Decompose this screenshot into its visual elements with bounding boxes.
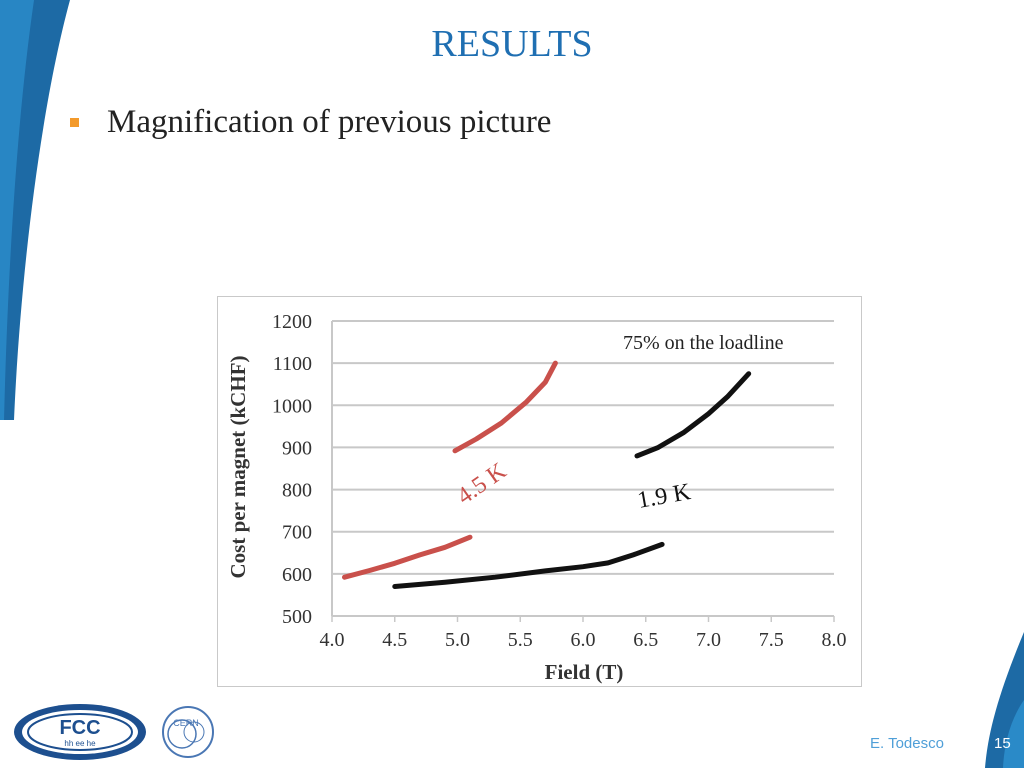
y-tick-label: 600 xyxy=(282,564,312,586)
x-tick-label: 6.0 xyxy=(571,629,596,651)
series-line-4-5k-segment-2 xyxy=(452,360,558,454)
y-tick-label: 500 xyxy=(282,606,312,628)
y-tick-label: 700 xyxy=(282,522,312,544)
y-tick-label: 800 xyxy=(282,480,312,502)
fcc-logo-text: FCC xyxy=(59,717,100,739)
x-tick-label: 4.0 xyxy=(320,629,345,651)
y-tick-label: 900 xyxy=(282,437,312,459)
y-tick-label: 1000 xyxy=(272,395,312,417)
bullet-item: Magnification of previous picture xyxy=(70,104,551,141)
series xyxy=(342,360,752,589)
chart-frame: 500 600 700 800 900 1000 1100 1200 4.0 4.5 5.0 5.5 6… xyxy=(217,296,862,687)
bullet-text: Magnification of previous picture xyxy=(107,104,552,140)
chart-annotation: 75% on the loadline xyxy=(623,332,784,354)
gridlines xyxy=(332,320,834,617)
series-label-4-5k: 4.5 K xyxy=(453,458,512,510)
y-tick-label: 1200 xyxy=(272,311,312,333)
fcc-logo-subtext: hh ee he xyxy=(64,739,96,748)
series-line-1-9k-segment-2 xyxy=(634,371,752,459)
x-axis-label: Field (T) xyxy=(545,660,624,684)
y-tick-label: 1100 xyxy=(273,353,312,375)
cern-logo: CERN xyxy=(162,706,214,758)
x-tick-label: 5.5 xyxy=(508,629,533,651)
x-tick-label: 4.5 xyxy=(382,629,407,651)
fcc-logo: FCC hh ee he xyxy=(14,704,146,760)
x-tick-label: 8.0 xyxy=(822,629,847,651)
footer-author: E. Todesco xyxy=(870,735,944,752)
x-tick-label: 5.0 xyxy=(445,629,470,651)
cern-logo-text: CERN xyxy=(173,718,199,728)
x-tick-label: 7.5 xyxy=(759,629,784,651)
axes: 500 600 700 800 900 1000 1100 1200 4.0 4.5 5.0 5.5 6… xyxy=(272,311,847,651)
bullet-marker-icon xyxy=(70,118,79,127)
y-axis-label: Cost per magnet (kCHF) xyxy=(226,355,250,578)
cost-vs-field-chart: 500 600 700 800 900 1000 1100 1200 4.0 4.5 5.0 5.5 6… xyxy=(226,311,847,684)
x-tick-label: 6.5 xyxy=(633,629,658,651)
page-number: 15 xyxy=(994,735,1011,752)
series-label-1-9k: 1.9 K xyxy=(636,479,694,514)
series-line-1-9k-segment-1 xyxy=(392,541,665,589)
series-line-4-5k-segment-1 xyxy=(342,534,473,580)
x-tick-label: 7.0 xyxy=(696,629,721,651)
slide-title: RESULTS xyxy=(431,23,593,65)
